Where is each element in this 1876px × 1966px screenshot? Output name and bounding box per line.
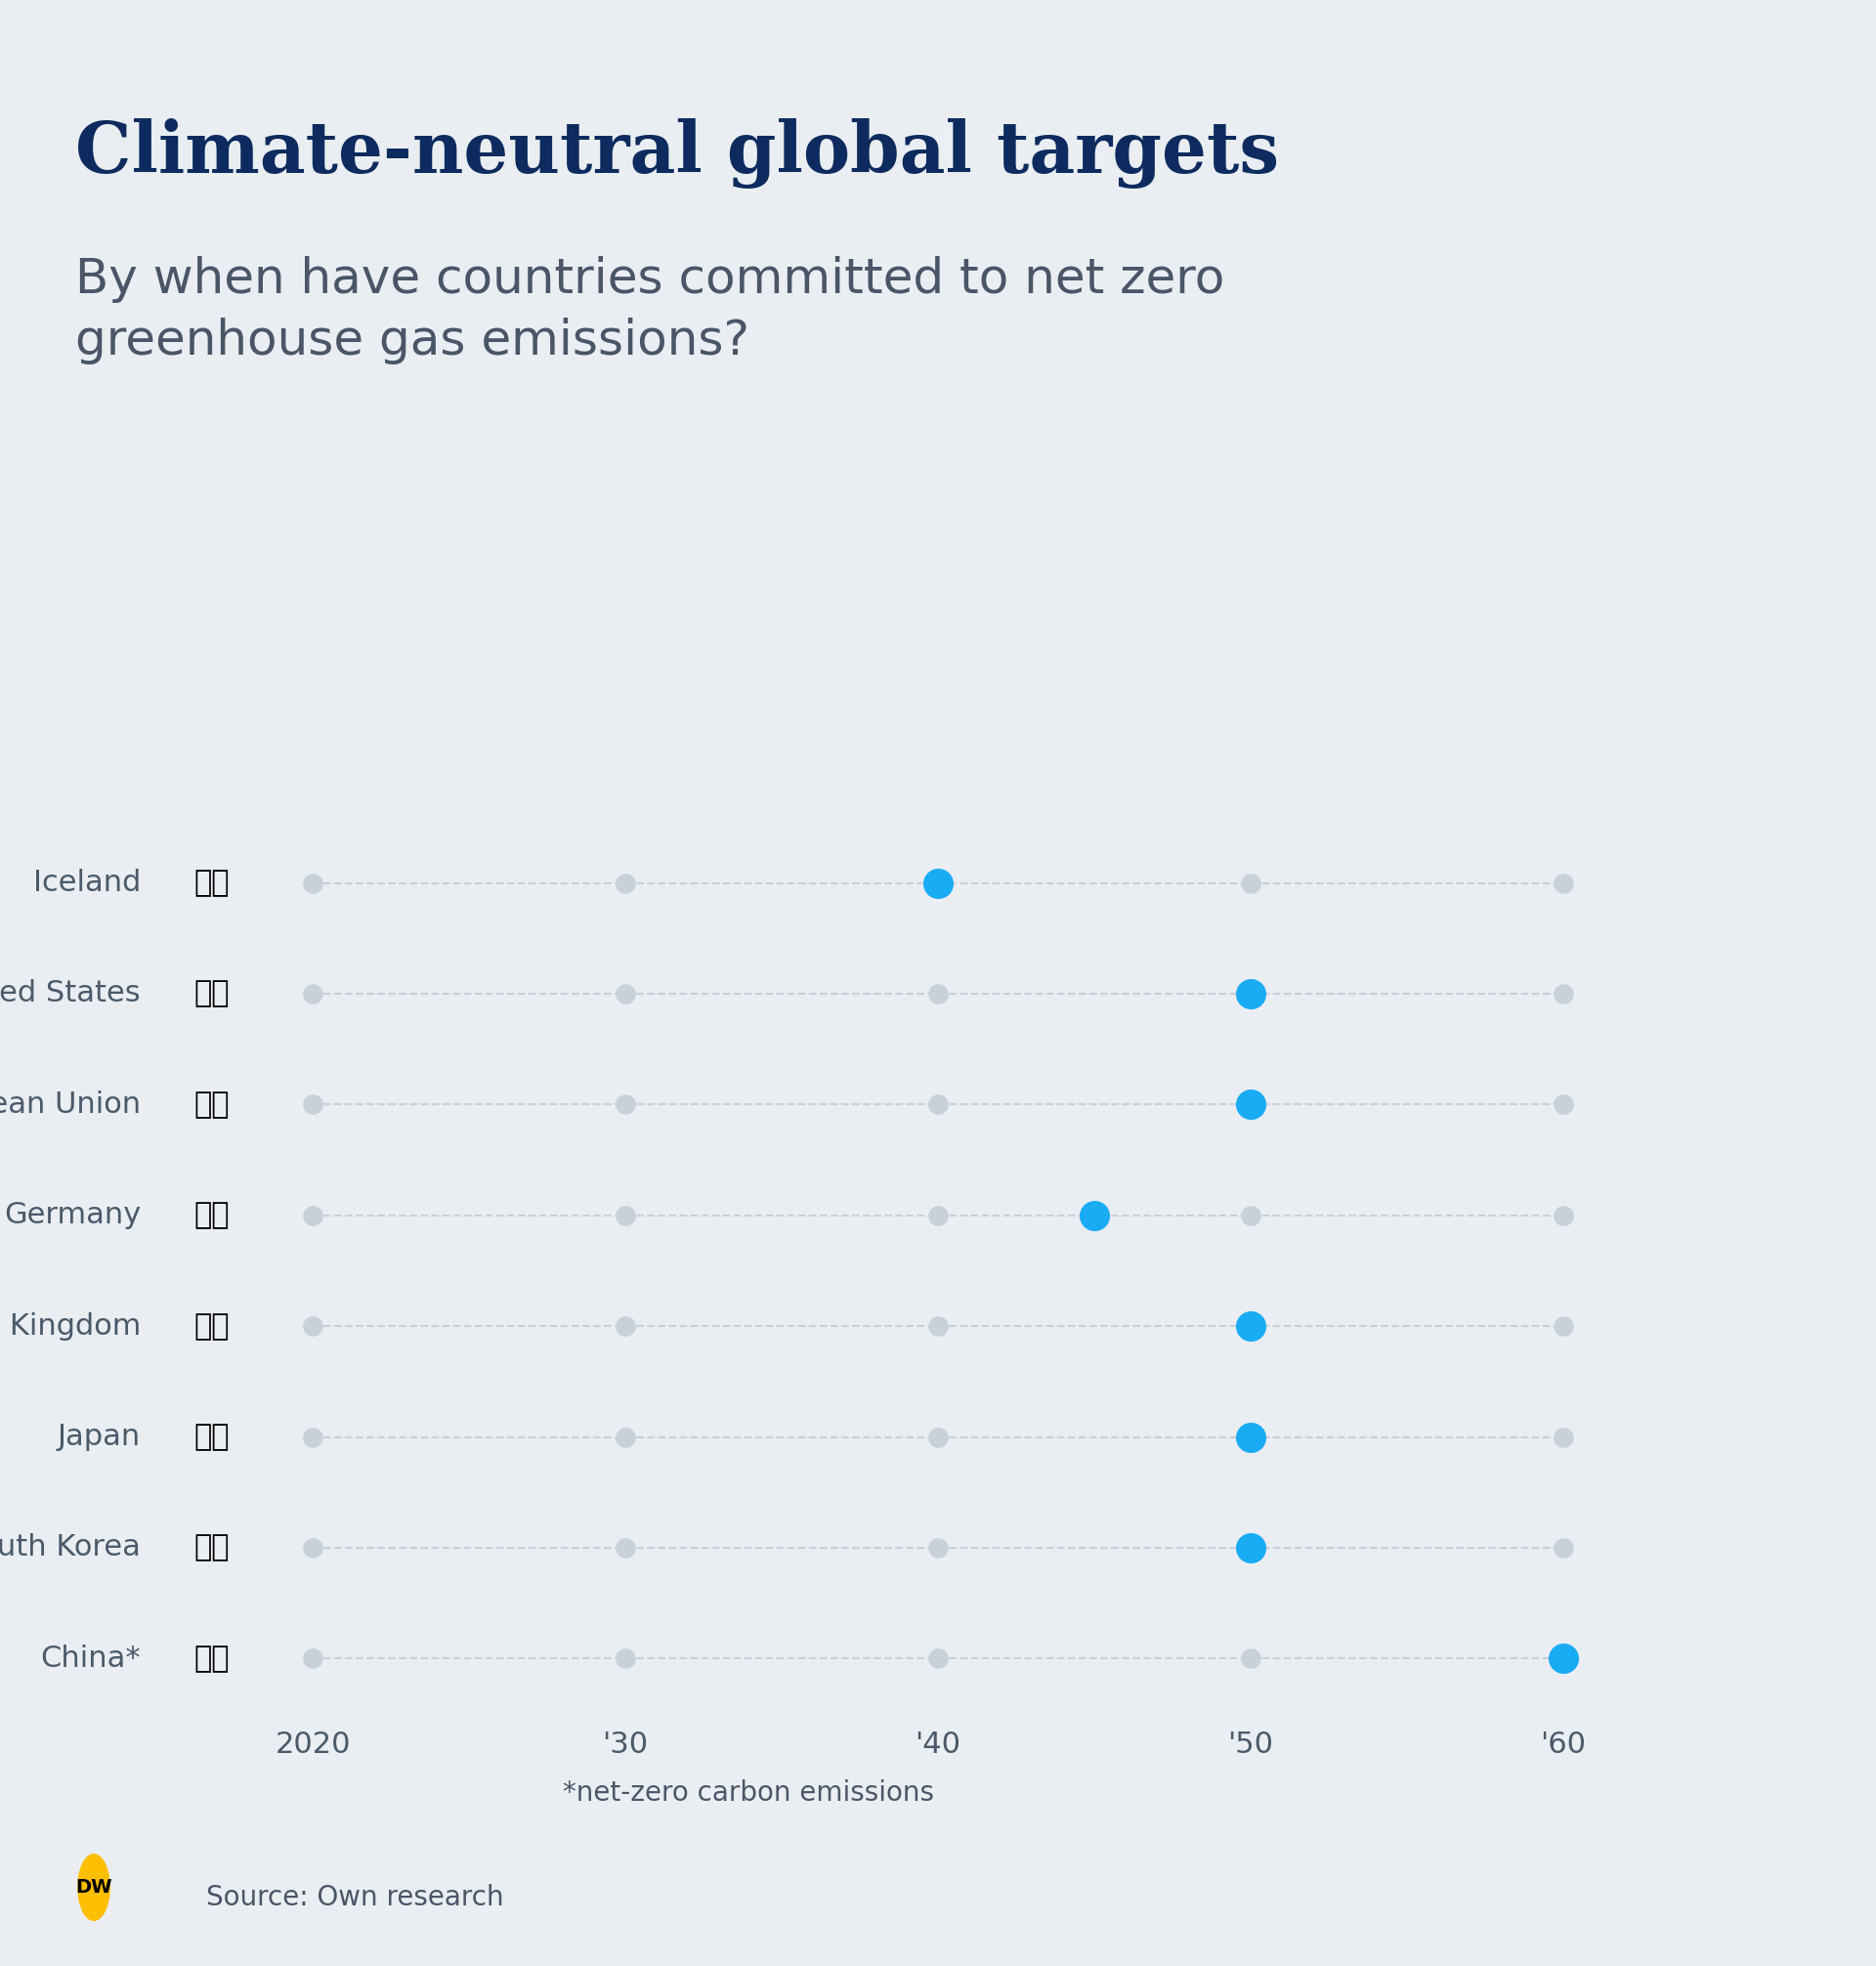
- Text: 🇰🇷: 🇰🇷: [193, 1533, 229, 1561]
- Text: '40: '40: [915, 1730, 961, 1760]
- Text: 🇺🇸: 🇺🇸: [193, 979, 229, 1009]
- Point: [1548, 1311, 1578, 1343]
- Point: [1548, 1421, 1578, 1453]
- Point: [298, 1089, 328, 1121]
- Point: [923, 1421, 953, 1453]
- Text: '30: '30: [602, 1730, 649, 1760]
- Point: [1548, 867, 1578, 898]
- Text: '60: '60: [1540, 1730, 1587, 1760]
- Point: [610, 1644, 640, 1675]
- Point: [1236, 1532, 1266, 1563]
- Point: [1236, 977, 1266, 1009]
- Point: [298, 1532, 328, 1563]
- Point: [298, 1311, 328, 1343]
- Point: [1548, 1644, 1578, 1675]
- Text: 🇪🇺: 🇪🇺: [193, 1091, 229, 1119]
- Point: [1548, 1199, 1578, 1231]
- Point: [1236, 867, 1266, 898]
- Text: Source: Own research: Source: Own research: [206, 1883, 505, 1911]
- Text: China*: China*: [41, 1644, 141, 1673]
- Point: [298, 1644, 328, 1675]
- Point: [298, 867, 328, 898]
- Point: [923, 977, 953, 1009]
- Text: *net-zero carbon emissions: *net-zero carbon emissions: [563, 1779, 934, 1807]
- Point: [923, 1532, 953, 1563]
- Point: [923, 867, 953, 898]
- Point: [1236, 1311, 1266, 1343]
- Point: [610, 1421, 640, 1453]
- Text: Climate-neutral global targets: Climate-neutral global targets: [75, 118, 1279, 189]
- Point: [298, 1199, 328, 1231]
- Point: [298, 1421, 328, 1453]
- Text: DW: DW: [75, 1878, 113, 1897]
- Point: [1548, 977, 1578, 1009]
- Point: [1236, 1421, 1266, 1453]
- Text: 🇯🇵: 🇯🇵: [193, 1423, 229, 1451]
- Text: Germany: Germany: [4, 1201, 141, 1229]
- Point: [610, 867, 640, 898]
- Point: [1236, 1644, 1266, 1675]
- Point: [610, 1089, 640, 1121]
- Text: By when have countries committed to net zero
greenhouse gas emissions?: By when have countries committed to net …: [75, 256, 1225, 364]
- Text: '50: '50: [1227, 1730, 1274, 1760]
- Text: Iceland: Iceland: [34, 869, 141, 896]
- Point: [610, 977, 640, 1009]
- Circle shape: [79, 1854, 109, 1921]
- Point: [923, 1644, 953, 1675]
- Point: [1548, 1532, 1578, 1563]
- Point: [923, 1089, 953, 1121]
- Text: 🇩🇪: 🇩🇪: [193, 1201, 229, 1229]
- Point: [923, 1199, 953, 1231]
- Text: United Kingdom: United Kingdom: [0, 1311, 141, 1341]
- Point: [610, 1199, 640, 1231]
- Text: 🇮🇸: 🇮🇸: [193, 869, 229, 896]
- Text: 🇬🇧: 🇬🇧: [193, 1311, 229, 1341]
- Text: Japan: Japan: [58, 1423, 141, 1451]
- Point: [1236, 1199, 1266, 1231]
- Point: [1079, 1199, 1109, 1231]
- Point: [298, 977, 328, 1009]
- Text: 2020: 2020: [274, 1730, 351, 1760]
- Text: United States: United States: [0, 979, 141, 1009]
- Point: [610, 1532, 640, 1563]
- Point: [1236, 1089, 1266, 1121]
- Text: European Union: European Union: [0, 1091, 141, 1119]
- Point: [1548, 1089, 1578, 1121]
- Text: South Korea: South Korea: [0, 1533, 141, 1561]
- Text: 🇨🇳: 🇨🇳: [193, 1644, 229, 1673]
- Point: [923, 1311, 953, 1343]
- Point: [610, 1311, 640, 1343]
